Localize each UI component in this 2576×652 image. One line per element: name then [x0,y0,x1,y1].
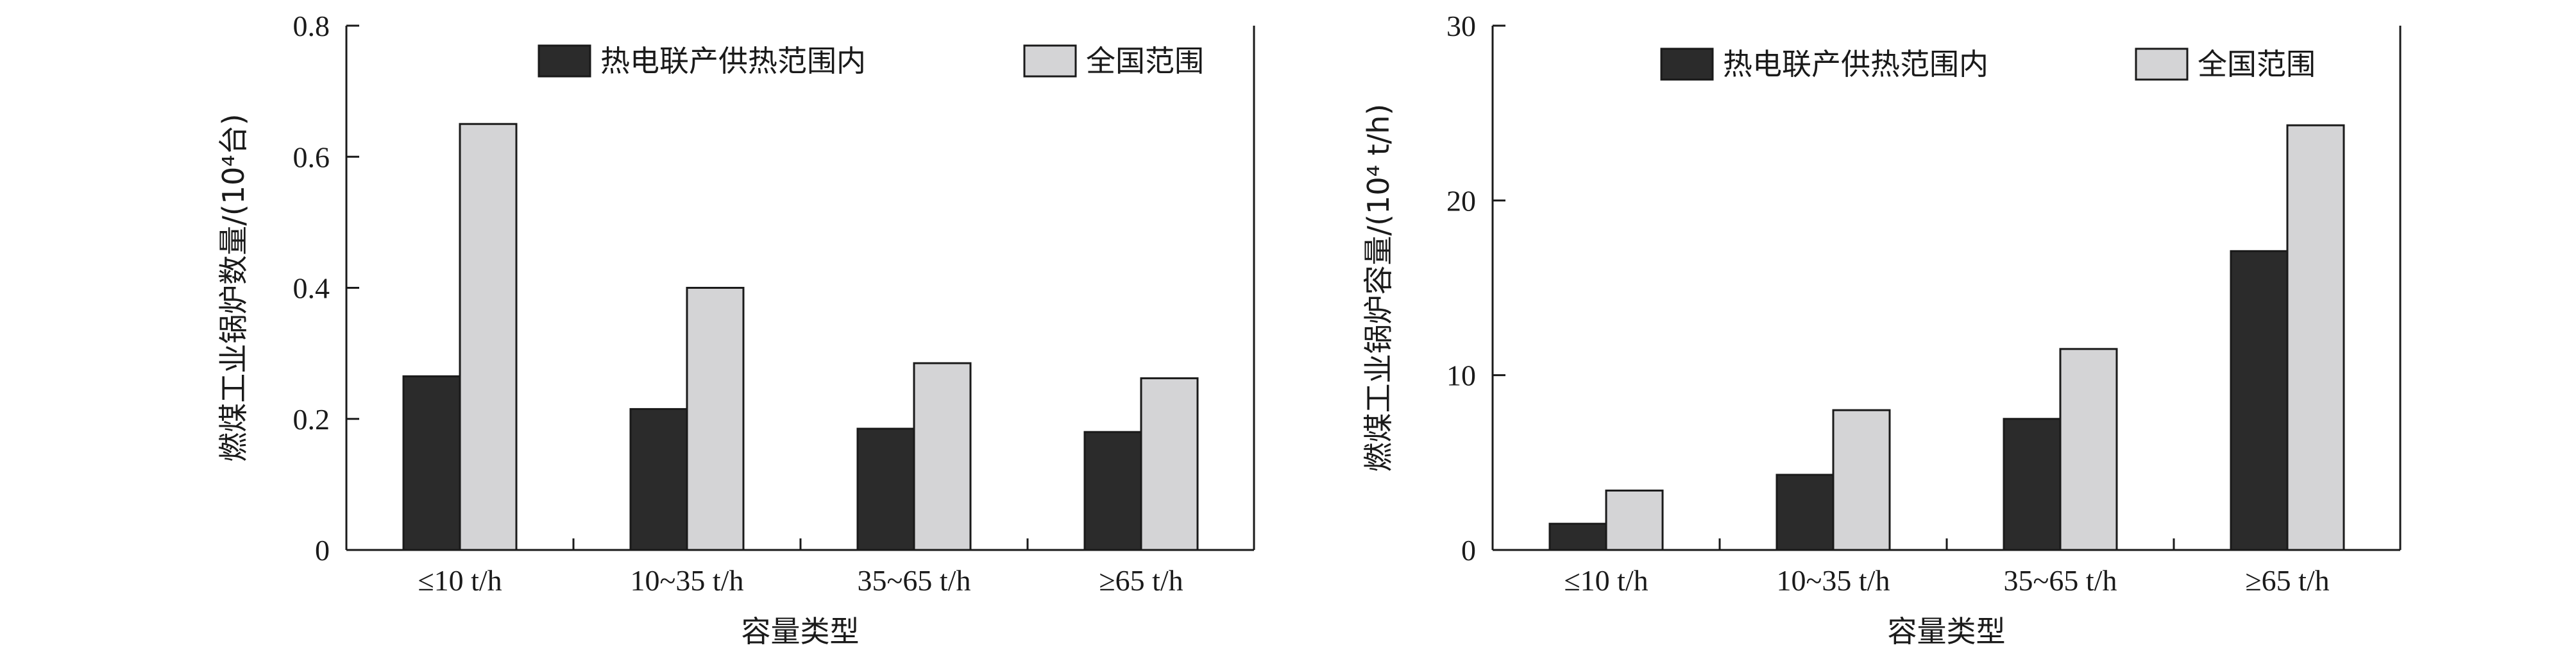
y-tick-label-1: 10 [1446,359,1476,392]
y-axis-title: 燃煤工业锅炉容量/(10⁴ t/h) [1361,104,1396,472]
legend-swatch-1 [2135,47,2189,81]
x-tick-label-1: 10~35 t/h [631,564,744,597]
bar-s1-3 [1140,377,1199,551]
bar-s0-1 [629,408,688,551]
y-tick-label-0: 0 [1461,534,1476,567]
bar-s1-0 [459,123,518,551]
bar-s0-3 [2230,250,2289,551]
legend-swatch-0 [1660,47,1714,81]
x-tick-label-3: ≥65 t/h [1099,564,1183,597]
legend-label-0: 热电联产供热范围内 [600,44,866,78]
legend-swatch-1 [1023,44,1077,78]
y-tick-label-2: 20 [1446,184,1476,217]
bar-s1-3 [2286,124,2345,551]
legend-label-1: 全国范围 [2198,47,2316,82]
legend-swatch-0 [538,44,591,78]
bar-s0-2 [856,427,915,551]
bar-s0-0 [1548,522,1607,551]
x-tick-label-2: 35~65 t/h [858,564,971,597]
legend-label-1: 全国范围 [1086,44,1204,78]
y-tick-label-3: 0.6 [293,141,330,173]
legend-label-0: 热电联产供热范围内 [1723,47,1988,82]
y-tick-label-3: 30 [1446,10,1476,42]
x-tick-label-3: ≥65 t/h [2245,564,2329,597]
x-tick-label-0: ≤10 t/h [1564,564,1648,597]
chart-boiler-count: 0 0.2 0.4 0.6 0.8 ≤10 t/h 10~35 t/h 35~65 t/h ≥6… [216,10,1255,649]
bar-s1-0 [1605,489,1664,551]
x-tick-label-1: 10~35 t/h [1777,564,1890,597]
bar-s1-2 [2059,348,2118,551]
bar-s0-0 [402,375,461,551]
bar-s0-3 [1083,431,1142,551]
y-tick-label-1: 0.2 [293,403,330,436]
bar-s1-1 [1832,409,1891,551]
bar-s1-2 [913,362,972,551]
x-axis-title: 容量类型 [741,614,860,649]
x-axis-title: 容量类型 [1888,614,2006,649]
bar-s1-1 [686,287,745,551]
bar-s0-1 [1775,474,1835,551]
y-tick-label-2: 0.4 [293,272,330,305]
x-tick-label-2: 35~65 t/h [2004,564,2117,597]
x-tick-label-0: ≤10 t/h [418,564,502,597]
y-tick-label-0: 0 [315,534,330,567]
chart-boiler-capacity: 0 10 20 30 ≤10 t/h 10~35 t/h 35~65 t/h ≥65 t/h 容… [1361,10,2402,649]
bar-s0-2 [2003,418,2062,551]
y-axis-title: 燃煤工业锅炉数量/(10⁴台) [216,114,251,461]
y-tick-label-4: 0.8 [293,10,330,42]
